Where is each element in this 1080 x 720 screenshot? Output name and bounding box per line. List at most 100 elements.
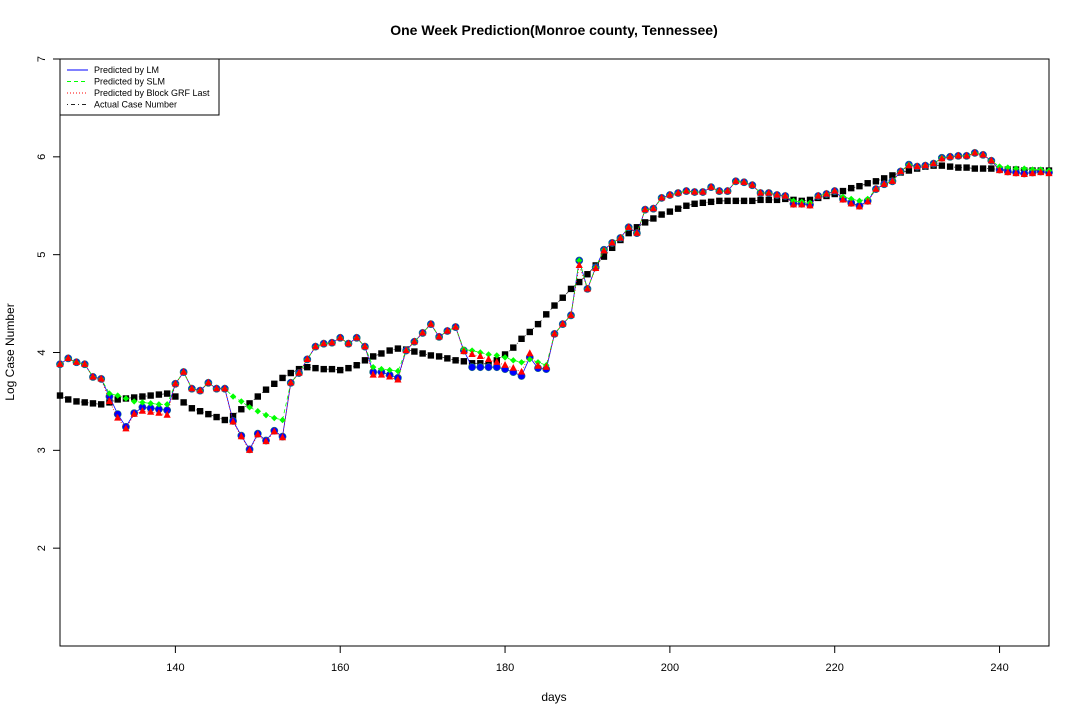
data-point: [65, 396, 72, 403]
data-point: [394, 345, 402, 352]
data-point: [105, 397, 114, 405]
data-point: [1021, 165, 1028, 172]
data-point: [188, 405, 196, 412]
data-point: [814, 191, 822, 199]
data-point: [542, 362, 550, 370]
data-point: [378, 350, 385, 357]
x-tick-label: 240: [990, 662, 1008, 674]
data-point: [864, 197, 872, 205]
x-axis-label: days: [541, 690, 566, 704]
data-point: [460, 347, 468, 355]
data-point: [806, 201, 814, 209]
data-point: [73, 398, 80, 405]
data-point: [600, 253, 608, 260]
data-point: [650, 215, 657, 222]
data-point: [64, 354, 72, 361]
y-tick-label: 7: [36, 56, 48, 62]
data-point: [616, 233, 625, 241]
series-layer: [56, 148, 1053, 454]
data-point: [114, 396, 121, 403]
data-point: [279, 374, 286, 382]
data-point: [872, 184, 880, 192]
data-point: [435, 332, 443, 340]
data-point: [56, 360, 64, 367]
data-point: [130, 409, 138, 417]
data-point: [666, 208, 674, 215]
legend: Predicted by LM Predicted by SLMPredicted…: [59, 58, 220, 116]
data-point: [723, 186, 732, 194]
data-point: [147, 392, 154, 399]
data-point: [600, 246, 608, 254]
data-point: [270, 427, 278, 435]
data-point: [658, 193, 666, 201]
data-point: [345, 364, 352, 372]
data-point: [872, 178, 880, 185]
data-point: [1004, 164, 1011, 171]
data-point: [427, 319, 435, 327]
data-point: [921, 161, 929, 169]
x-tick-label: 200: [661, 662, 679, 674]
data-point: [303, 355, 311, 362]
data-point: [526, 328, 533, 336]
data-point: [1045, 169, 1053, 177]
data-point: [163, 390, 171, 397]
data-point: [410, 337, 418, 345]
x-tick-label: 160: [331, 662, 349, 674]
data-point: [1028, 169, 1037, 177]
data-point: [320, 339, 328, 347]
data-point: [732, 177, 740, 184]
series-predicted-by-block-grf-last: [56, 148, 1053, 453]
data-point: [517, 367, 526, 375]
data-point: [699, 187, 707, 195]
data-point: [773, 196, 781, 204]
data-point: [559, 294, 566, 301]
data-point: [337, 366, 344, 374]
data-point: [1020, 170, 1028, 178]
data-point: [89, 400, 97, 407]
data-point: [477, 360, 484, 367]
axis-ticks: 140 160 180 200 220 240 2 3 4 5 6 7: [36, 56, 1009, 674]
data-point: [147, 407, 155, 415]
data-point: [501, 361, 509, 368]
data-point: [518, 359, 525, 366]
x-tick-label: 140: [166, 662, 184, 674]
data-point: [56, 392, 64, 399]
data-point: [930, 159, 938, 167]
data-point: [765, 188, 773, 196]
data-point: [715, 186, 723, 194]
data-point: [880, 175, 888, 182]
data-point: [658, 211, 665, 218]
data-point: [452, 357, 459, 364]
data-point: [245, 446, 254, 453]
data-point: [559, 319, 567, 327]
data-point: [369, 370, 377, 378]
data-point: [510, 357, 517, 364]
data-point: [1004, 168, 1012, 176]
data-point: [312, 364, 319, 372]
data-point: [237, 432, 245, 440]
data-point: [229, 412, 237, 420]
data-point: [897, 167, 905, 175]
data-point: [353, 362, 360, 369]
data-point: [1012, 165, 1020, 172]
data-point: [386, 366, 393, 374]
data-point: [221, 384, 229, 392]
data-point: [938, 162, 946, 169]
data-point: [361, 357, 369, 364]
data-point: [204, 378, 212, 386]
data-point: [831, 186, 839, 194]
data-point: [271, 380, 278, 388]
data-point: [798, 200, 806, 208]
y-tick-label: 2: [36, 545, 48, 551]
data-point: [369, 353, 377, 360]
data-point: [386, 372, 394, 380]
data-point: [394, 375, 402, 383]
data-point: [946, 163, 954, 170]
data-point: [732, 197, 740, 205]
data-point: [674, 188, 682, 196]
data-point: [328, 365, 336, 373]
data-point: [163, 401, 171, 408]
data-point: [130, 398, 138, 405]
data-point: [295, 368, 303, 376]
